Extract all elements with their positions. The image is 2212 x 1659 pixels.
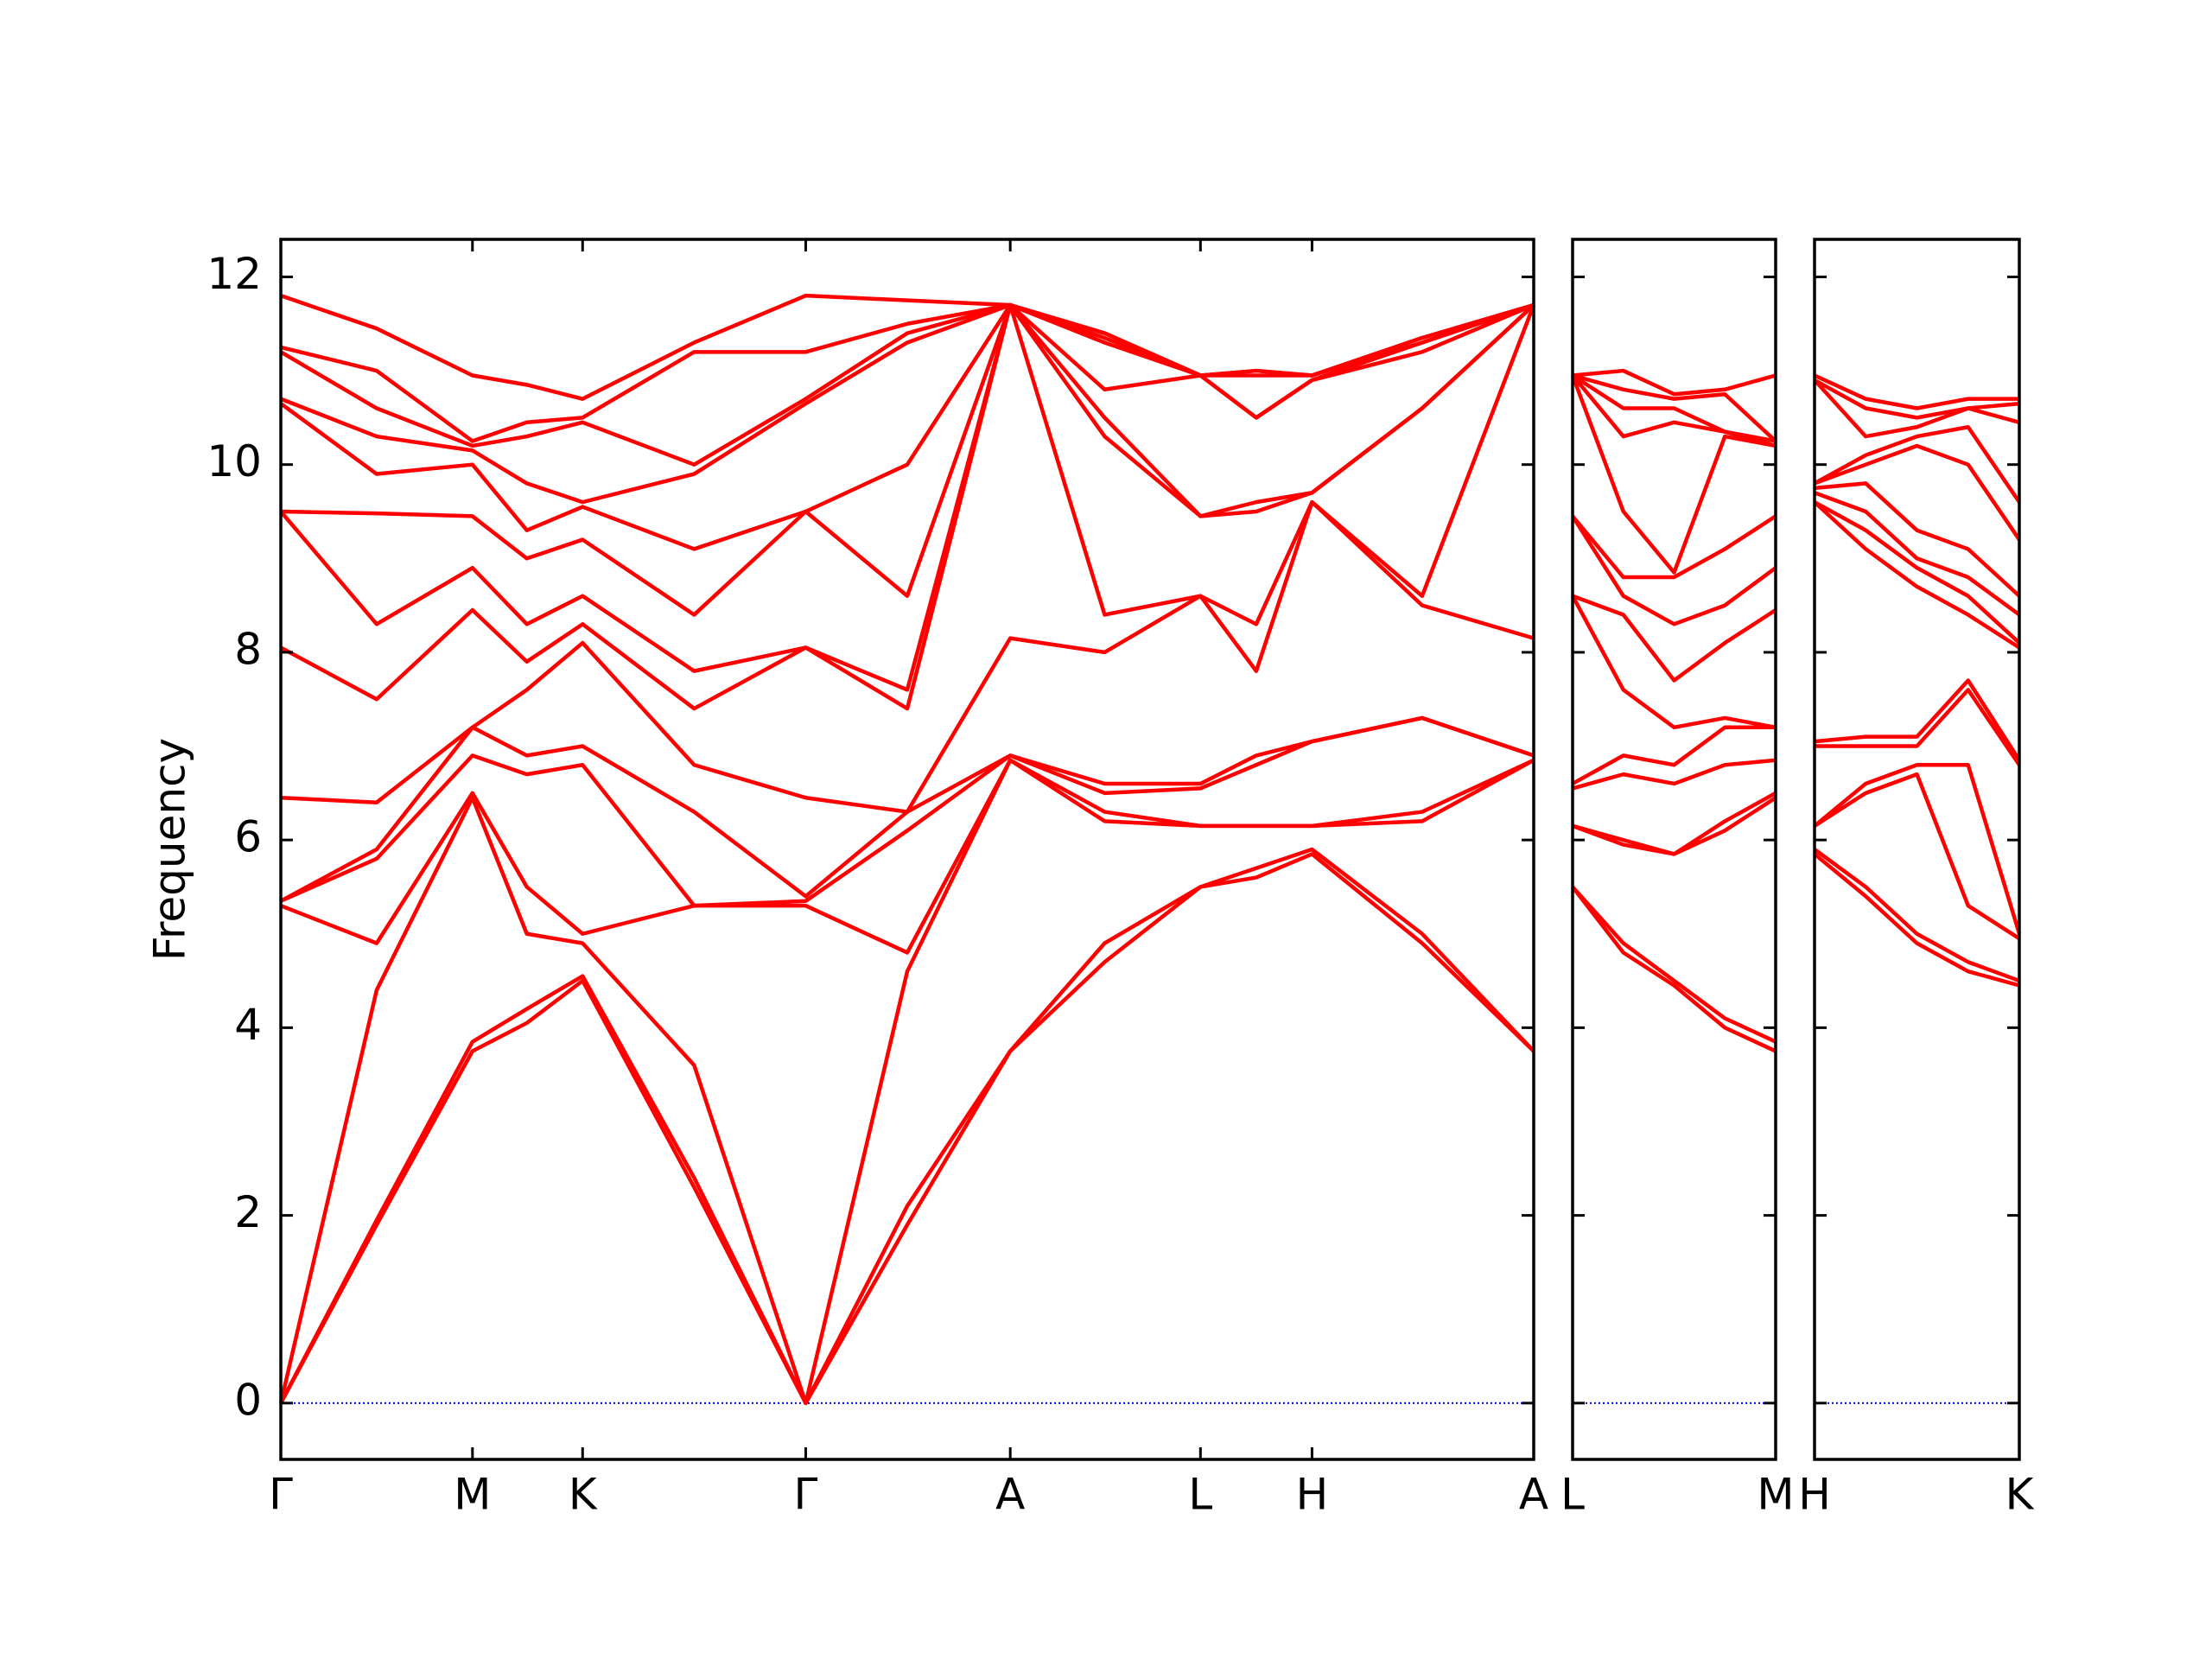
band-line [1572, 368, 1777, 397]
band-line [1813, 378, 2020, 439]
band-line [280, 499, 1535, 814]
band-line [1813, 500, 2021, 645]
x-tick-label: Γ [794, 1470, 818, 1520]
band-line [1814, 373, 2019, 410]
band-line [1571, 725, 1776, 785]
band-line [1571, 373, 1777, 443]
band-line [1814, 481, 2021, 598]
x-tick-label: Γ [269, 1470, 293, 1520]
band-line [1813, 848, 2020, 983]
band-line [1813, 500, 2021, 650]
y-tick-label: 8 [234, 624, 262, 674]
band-line [1571, 886, 1777, 1053]
band-line [279, 302, 1535, 692]
plot-frame [1813, 238, 2021, 1461]
y-tick-label: 0 [234, 1375, 262, 1425]
x-tick-label: H [1798, 1470, 1831, 1520]
band-line [1571, 594, 1777, 730]
x-tick-label: M [454, 1470, 491, 1520]
band-line [1813, 852, 2020, 988]
x-tick-label: K [2005, 1470, 2035, 1520]
band-line [1572, 373, 1777, 443]
band-line [1813, 772, 2021, 941]
band-line [1572, 594, 1777, 683]
band-line [280, 302, 1535, 505]
band-line [280, 302, 1535, 617]
band-line [279, 847, 1535, 1406]
band-line [1571, 885, 1777, 1044]
band-line [1572, 791, 1777, 856]
band-line [1814, 678, 2021, 762]
y-tick-label: 2 [234, 1187, 262, 1237]
band-line [279, 852, 1535, 1406]
band-line [278, 758, 1535, 1406]
x-tick-label: L [1188, 1470, 1212, 1520]
band-line [1813, 762, 2022, 935]
x-tick-label: A [1519, 1470, 1548, 1520]
x-tick-label: K [569, 1470, 598, 1520]
x-tick-label: L [1560, 1470, 1585, 1520]
x-tick-label: A [995, 1470, 1025, 1520]
y-tick-label: 6 [234, 812, 262, 862]
band-line [1570, 374, 1777, 575]
x-tick-label: M [1757, 1470, 1794, 1520]
x-tick-label: H [1296, 1470, 1329, 1520]
plot-frame [279, 238, 1535, 1461]
y-axis-label: Frequency [145, 738, 195, 961]
band-line [1572, 758, 1777, 791]
band-line [280, 293, 1535, 401]
band-line [1814, 443, 2021, 541]
band-line [1571, 515, 1777, 626]
band-line [1815, 688, 2021, 766]
band-line [1571, 514, 1777, 580]
y-tick-label: 4 [234, 1000, 262, 1050]
band-line [279, 302, 1536, 711]
band-line [1813, 424, 2021, 504]
y-tick-label: 12 [207, 249, 262, 299]
band-line [280, 758, 1535, 955]
band-line [280, 715, 1535, 908]
plot-frame [1571, 238, 1777, 1461]
y-tick-label: 10 [207, 436, 262, 486]
band-line [1814, 491, 2021, 617]
band-line [1813, 378, 2020, 420]
band-line [1572, 796, 1777, 856]
